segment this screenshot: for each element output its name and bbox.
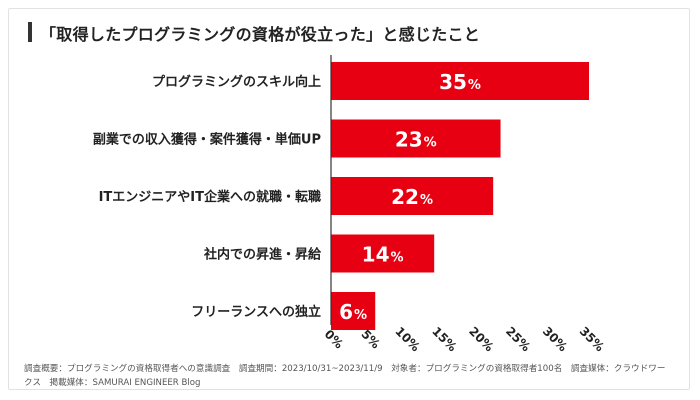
survey-footnote: 調査概要：プログラミングの資格取得者への意識調査 調査期間：2023/10/31… [24, 364, 666, 388]
bar [331, 234, 435, 273]
category-label: プログラミングのスキル向上 [152, 74, 321, 90]
bar [331, 292, 376, 330]
x-tick-label: 5% [359, 327, 383, 351]
bar [331, 177, 494, 215]
value-label: 14% [362, 243, 404, 267]
value-label: 23% [395, 128, 437, 152]
value-label: 6% [339, 300, 367, 324]
x-tick-label: 30% [540, 324, 570, 354]
category-label: フリーランスへの独立 [191, 304, 321, 320]
category-label: 副業での収入獲得・案件獲得・単価UP [93, 132, 321, 148]
bar [331, 119, 501, 158]
bar [331, 62, 589, 100]
value-labels: 35% 23% 22% 14% 6% [339, 70, 481, 324]
category-label: ITエンジニアやIT企業への就職・転職 [99, 189, 321, 205]
x-tick-label: 20% [466, 324, 496, 354]
x-tick-label: 15% [429, 324, 459, 354]
chart-frame [8, 8, 690, 390]
bars [331, 62, 589, 330]
x-tick-label: 10% [392, 324, 422, 354]
value-label: 22% [391, 185, 433, 209]
value-label: 35% [439, 70, 481, 94]
category-label: 社内での昇進・昇給 [203, 247, 322, 263]
x-tick-label: 35% [577, 324, 607, 354]
x-tick-label: 0% [322, 327, 346, 351]
chart-title: 「取得したプログラミングの資格が役立った」と感じたこと [40, 25, 481, 44]
title-accent-bar [28, 22, 32, 42]
x-tick-label: 25% [503, 324, 533, 354]
